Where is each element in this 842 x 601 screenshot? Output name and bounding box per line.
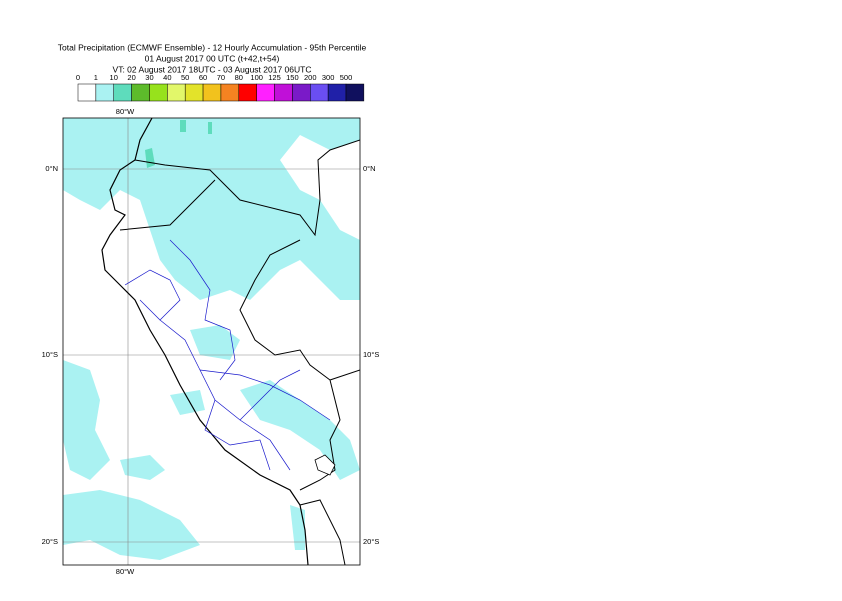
legend-threshold: 20 bbox=[127, 73, 135, 82]
legend-threshold: 150 bbox=[286, 73, 299, 82]
legend: 0 1 10 20 30 40 50 60 70 80 100 125 150 200 300 500 bbox=[76, 73, 365, 102]
legend-threshold: 30 bbox=[145, 73, 153, 82]
lon-label-bottom: 80°W bbox=[116, 567, 135, 576]
legend-swatch bbox=[95, 83, 114, 102]
lat-label-left: 0°N bbox=[45, 164, 58, 173]
legend-swatch bbox=[167, 83, 186, 102]
legend-swatch bbox=[292, 83, 311, 102]
lat-label-right: 0°N bbox=[363, 164, 376, 173]
map: 80°W 80°W 0°N 0°N 10°S 10°S 20°S 20°S bbox=[42, 107, 380, 576]
legend-swatch bbox=[184, 83, 204, 102]
legend-threshold: 200 bbox=[304, 73, 317, 82]
region-borders bbox=[124, 239, 331, 471]
legend-threshold: 500 bbox=[340, 73, 353, 82]
lat-label-right: 20°S bbox=[363, 537, 379, 546]
legend-threshold: 125 bbox=[268, 73, 281, 82]
legend-swatch bbox=[77, 83, 97, 102]
legend-swatch bbox=[149, 83, 168, 102]
legend-swatch bbox=[327, 83, 347, 102]
legend-swatch bbox=[310, 83, 329, 102]
legend-swatch bbox=[131, 83, 150, 102]
legend-swatch bbox=[220, 83, 240, 102]
graticule bbox=[63, 118, 360, 565]
lat-labels: 0°N 0°N 10°S 10°S 20°S 20°S bbox=[42, 164, 380, 546]
legend-threshold: 60 bbox=[199, 73, 207, 82]
legend-threshold: 10 bbox=[110, 73, 118, 82]
valid-time: VT: 02 August 2017 18UTC - 03 August 201… bbox=[113, 64, 312, 74]
lat-label-right: 10°S bbox=[363, 350, 379, 359]
legend-threshold: 1 bbox=[94, 73, 98, 82]
map-frame bbox=[62, 117, 361, 566]
legend-swatch bbox=[256, 83, 275, 102]
title: Total Precipitation (ECMWF Ensemble) - 1… bbox=[58, 42, 367, 52]
legend-swatch bbox=[274, 83, 293, 102]
lake-titicaca bbox=[314, 454, 336, 476]
base-time: 01 August 2017 00 UTC (t+42,t+54) bbox=[145, 53, 280, 63]
legend-threshold: 40 bbox=[163, 73, 171, 82]
coastline bbox=[101, 118, 309, 565]
legend-threshold: 80 bbox=[235, 73, 243, 82]
legend-swatch bbox=[113, 83, 132, 102]
legend-swatch bbox=[345, 83, 365, 102]
legend-threshold: 70 bbox=[217, 73, 225, 82]
legend-threshold: 50 bbox=[181, 73, 189, 82]
lon-label-top: 80°W bbox=[116, 107, 135, 116]
legend-swatch bbox=[238, 83, 257, 102]
legend-threshold: 100 bbox=[250, 73, 263, 82]
precip-areas bbox=[63, 118, 360, 560]
lat-label-left: 20°S bbox=[42, 537, 58, 546]
legend-threshold: 0 bbox=[76, 73, 80, 82]
lat-label-left: 10°S bbox=[42, 350, 58, 359]
legend-threshold: 300 bbox=[322, 73, 335, 82]
legend-swatch bbox=[202, 83, 222, 102]
